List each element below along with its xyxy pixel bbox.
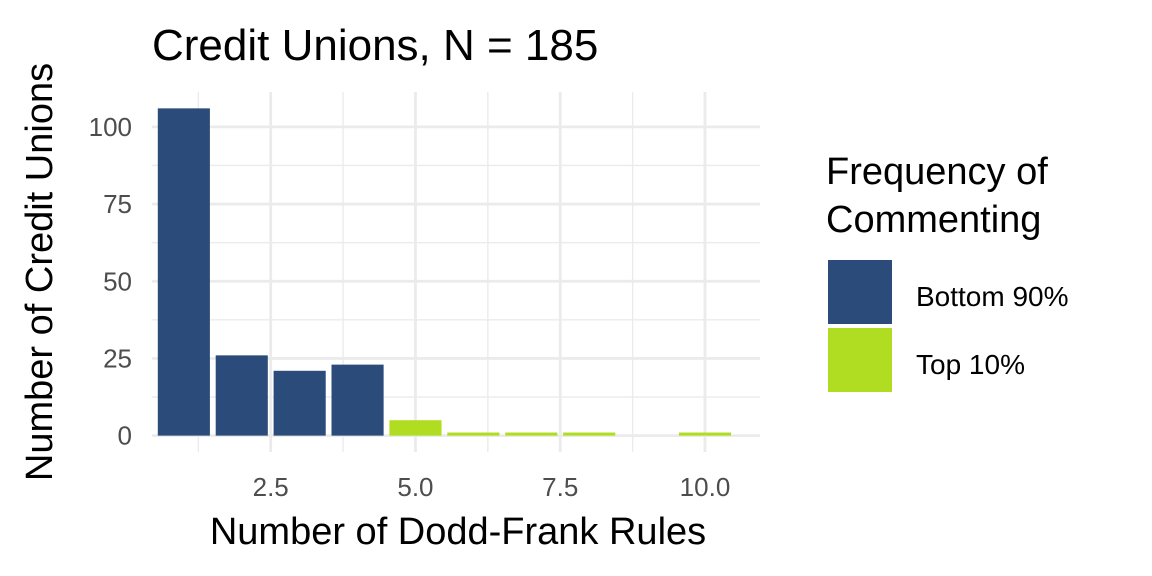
x-tick-label: 7.5 [542, 472, 578, 502]
chart-title: Credit Unions, N = 185 [152, 21, 598, 70]
legend-label-bottom-90: Bottom 90% [916, 281, 1069, 312]
legend-label-top-10: Top 10% [916, 349, 1025, 380]
bars [157, 108, 732, 436]
y-tick-label: 75 [103, 189, 132, 219]
bar-top-10-x7 [505, 432, 558, 436]
legend-swatch-top-10 [828, 328, 892, 392]
bar-top-10-x8 [563, 432, 616, 436]
y-tick-label: 25 [103, 343, 132, 373]
bar-bottom-90-x1 [157, 108, 210, 436]
y-tick-label: 50 [103, 266, 132, 296]
x-tick-label: 5.0 [397, 472, 433, 502]
legend-swatch-bottom-90 [828, 260, 892, 324]
bar-bottom-90-x4 [331, 364, 384, 436]
bar-top-10-x10 [678, 432, 732, 436]
legend: Frequency of Commenting Bottom 90% Top 1… [826, 151, 1069, 392]
y-tick-label: 100 [89, 112, 132, 142]
bar-top-10-x5 [389, 420, 442, 436]
bar-bottom-90-x2 [215, 355, 268, 436]
legend-title-line-1: Frequency of [826, 151, 1048, 193]
legend-title-line-2: Commenting [826, 199, 1041, 241]
y-tick-label: 0 [118, 421, 132, 451]
x-tick-label: 10.0 [680, 472, 731, 502]
y-axis-title: Number of Credit Unions [19, 63, 61, 481]
x-axis-ticks: 2.5 5.0 7.5 10.0 [253, 472, 731, 502]
x-axis-title: Number of Dodd-Frank Rules [210, 511, 706, 553]
bar-top-10-x6 [447, 432, 500, 436]
bar-bottom-90-x3 [273, 370, 326, 436]
y-axis-ticks: 0 25 50 75 100 [89, 112, 132, 451]
x-tick-label: 2.5 [253, 472, 289, 502]
